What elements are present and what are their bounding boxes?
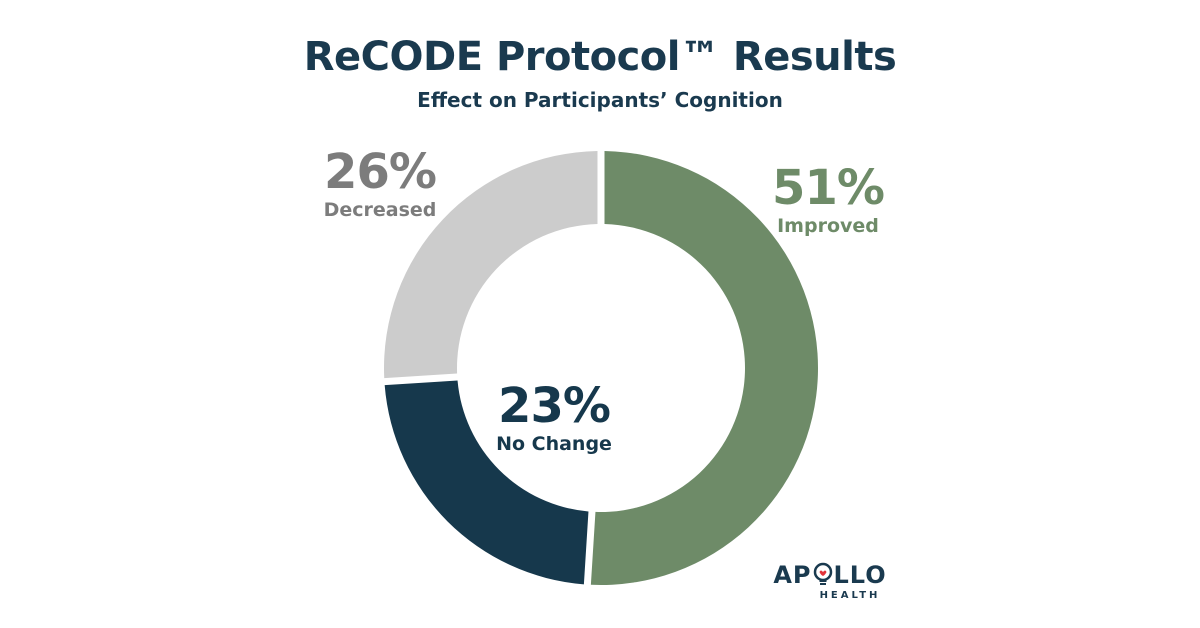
chart-subtitle: Effect on Participants’ Cognition	[417, 88, 783, 112]
lightbulb-icon	[813, 562, 832, 585]
label-no-change-percent: 23%	[498, 378, 611, 434]
slice-decreased	[383, 151, 598, 379]
slice-improved	[590, 151, 819, 586]
label-no-change: 23% No Change	[484, 380, 624, 456]
label-decreased-name: Decreased	[323, 199, 437, 221]
label-improved-name: Improved	[777, 215, 879, 237]
logo-text-left: AP	[773, 561, 812, 589]
apollo-health-logo: AP LLO HEALTH	[770, 562, 890, 601]
label-no-change-name: No Change	[496, 433, 612, 455]
label-decreased-percent: 26%	[324, 144, 437, 200]
label-decreased: 26% Decreased	[310, 146, 450, 222]
logo-text-right: LLO	[833, 561, 887, 589]
label-improved-percent: 51%	[772, 160, 885, 216]
logo-subtext: HEALTH	[819, 590, 881, 601]
label-improved: 51% Improved	[758, 162, 898, 238]
slice-no-change	[384, 380, 589, 585]
chart-title: ReCODE Protocol™ Results	[303, 34, 897, 80]
